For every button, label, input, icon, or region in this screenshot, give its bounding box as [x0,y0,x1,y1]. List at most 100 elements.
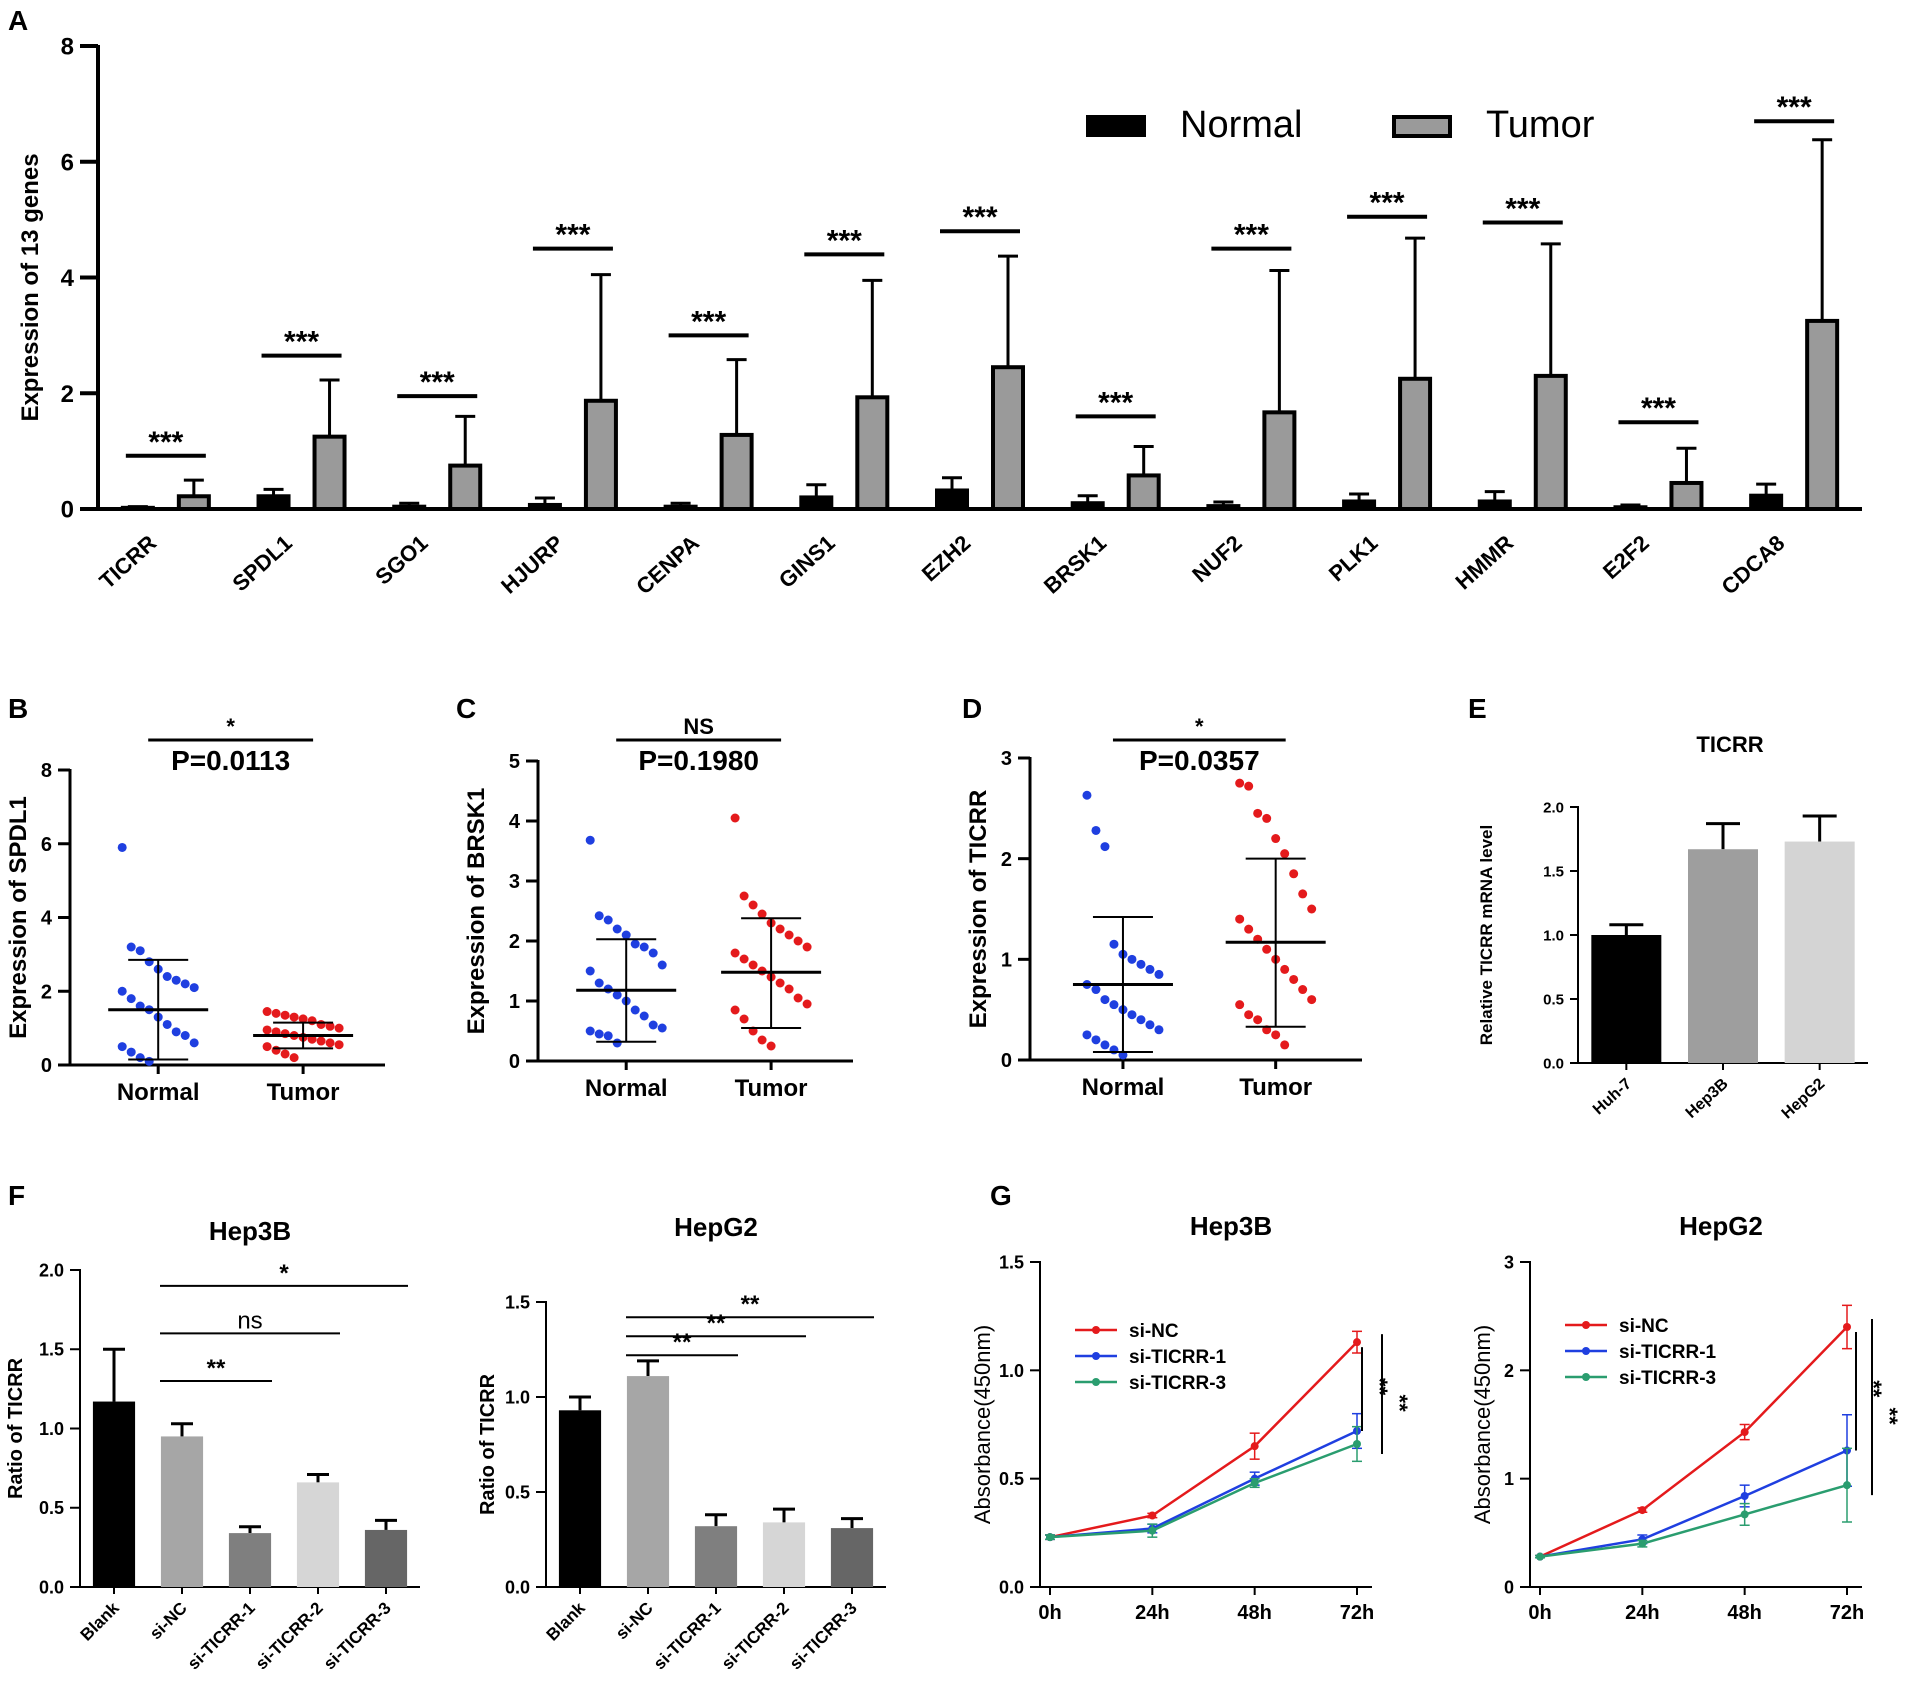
panel-c-point-tumor [748,960,758,970]
panel-c-point-normal [603,915,613,925]
panel-b-point-tumor [307,1016,317,1026]
panel-d-x-tick-label: Tumor [1239,1074,1312,1101]
panel-f-hepg2-bar [558,1410,602,1587]
panel-f-hep3b-title: Hep3B [209,1216,291,1246]
panel-e-ytick-label: 1.5 [1543,863,1564,880]
panel-b-point-tumor [262,1025,272,1035]
panel-c-point-normal [630,1005,640,1015]
panel-f-hep3b-bar [228,1533,272,1587]
panel-c-point-tumor [793,936,803,946]
panel-d-point-tumor [1298,889,1308,899]
panel-g-hep3b-ytick-label: 1.0 [999,1361,1024,1381]
panel-a-bar-tumor [991,365,1025,511]
panel-c-point-normal [621,930,631,940]
panel-f-hep3b-ytick-label: 0.5 [39,1498,64,1518]
panel-e-ytick-label: 1.0 [1543,927,1564,944]
panel-g-hep3b-legend-label: si-NC [1129,1321,1179,1342]
panel-d-point-tumor [1298,985,1308,995]
panel-f-hep3b-ytick-label: 2.0 [39,1260,64,1280]
panel-b-point-tumor [316,1019,326,1029]
panel-g-hepg2-marker-si-ticrr-1 [1740,1492,1749,1500]
panel-g-hepg2-legend-label: si-NC [1619,1316,1669,1337]
panel-a-x-tick-label: CENPA [631,530,704,599]
panel-c-ytick-label: 4 [509,811,521,833]
panel-a-significance: *** [1370,187,1405,220]
panel-label-d: D [962,693,982,724]
panel-c-point-tumor [802,999,812,1009]
panel-g-hep3b-y-label: Absorbance(450nm) [970,1325,995,1524]
panel-a-significance: *** [962,201,997,234]
panel-d-point-tumor [1262,813,1272,823]
panel-g-hepg2-y-label: Absorbance(450nm) [1470,1325,1495,1524]
panel-g-hep3b-marker-si-nc [1250,1442,1259,1451]
panel-b-point-normal [135,1053,145,1063]
panel-a-bar-tumor [1669,480,1704,511]
panel-a-bar-tumor [448,463,483,511]
panel-b-point-tumor [262,1042,272,1052]
panel-b-y-label: Expression of SPDL1 [5,796,32,1039]
panel-c-point-normal [594,911,604,921]
panel-d-point-normal [1127,1010,1137,1020]
panel-d-ytick-label: 2 [1001,849,1012,871]
panel-b-point-tumor [280,1010,290,1020]
panel-g-hep3b-title: Hep3B [1190,1211,1272,1241]
panel-c-point-tumor [730,948,740,958]
panel-d-point-normal [1100,995,1110,1005]
panel-e-y-label: Relative TICRR mRNA level [1477,825,1496,1045]
panel-f-hep3b-x-tick-label: si-TICRR-2 [252,1598,327,1673]
panel-b-p-value: P=0.0113 [171,745,290,776]
panel-g-hepg2-marker-si-ticrr-3 [1536,1552,1544,1561]
panel-g-hep3b-marker-si-ticrr-3 [1353,1440,1361,1448]
panel-a-bar-tumor [1262,410,1297,512]
panel-d-point-tumor [1244,1010,1254,1020]
panel-c-point-normal [585,966,595,976]
panel-d-point-tumor [1253,808,1263,818]
panel-d-point-normal [1109,939,1119,949]
panel-b-point-tumor [280,1049,290,1059]
panel-d-point-normal [1100,1040,1110,1050]
panel-c-point-normal [612,990,622,1000]
panel-g-hepg2-marker-si-ticrr-3 [1740,1510,1749,1519]
panel-c-ytick-label: 2 [509,931,520,953]
panel-f-hepg2-comparison-label: ** [741,1291,760,1318]
panel-a-bar-normal [256,494,291,511]
panel-c-p-value: P=0.1980 [638,745,759,776]
panel-e-x-tick-label: HepG2 [1779,1075,1829,1122]
panel-g-hepg2-ytick-label: 2 [1504,1361,1514,1381]
panel-b-point-normal [117,1042,127,1052]
panel-g-hepg2-x-tick-label: 24h [1625,1602,1659,1624]
panel-b-point-tumor [271,1045,281,1055]
panel-b-point-tumor [271,1008,281,1018]
panel-b-point-normal [126,1047,136,1057]
panel-g-hep3b-line-si-ticrr-1 [1049,1429,1358,1539]
panel-g-hep3b-marker-si-nc [1353,1338,1361,1347]
panel-b-ytick-label: 8 [41,760,52,782]
panel-b-x-tick-label: Tumor [267,1079,340,1106]
panel-d-point-tumor [1280,964,1290,974]
panel-e-bar [1688,849,1758,1063]
panel-a-bar-tumor [1126,473,1161,511]
panel-c-point-tumor [775,978,785,988]
panel-f-hepg2-comparison-label: ** [707,1310,726,1337]
panel-d-point-normal [1091,985,1101,995]
panel-g-hepg2-x-tick-label: 48h [1727,1602,1761,1624]
panel-d-point-tumor [1280,1040,1290,1050]
panel-b-point-tumor [289,1053,299,1063]
panel-f-hep3b-x-tick-label: si-NC [146,1598,191,1643]
panel-a-significance: *** [148,426,183,459]
panel-a-ytick-label: 2 [61,381,74,408]
panel-f-hepg2-ytick-label: 0.5 [505,1482,530,1502]
panel-d-point-tumor [1289,869,1299,879]
panel-b-point-tumor [334,1040,344,1050]
panel-c-point-tumor [757,909,767,919]
panel-e-x-tick-label: Huh-7 [1590,1075,1635,1118]
panel-a-bar-normal [935,488,969,512]
panel-g-hepg2-sig-label-2: ** [1877,1408,1902,1426]
panel-d-point-tumor [1271,834,1281,844]
panel-f-hepg2-bar [626,1376,670,1587]
panel-d-point-normal [1145,964,1155,974]
panel-a-x-tick-label: NUF2 [1187,530,1246,587]
panel-a-bar-tumor [176,494,211,511]
panel-c-point-normal [594,1029,604,1039]
panel-c-point-tumor [784,984,794,994]
